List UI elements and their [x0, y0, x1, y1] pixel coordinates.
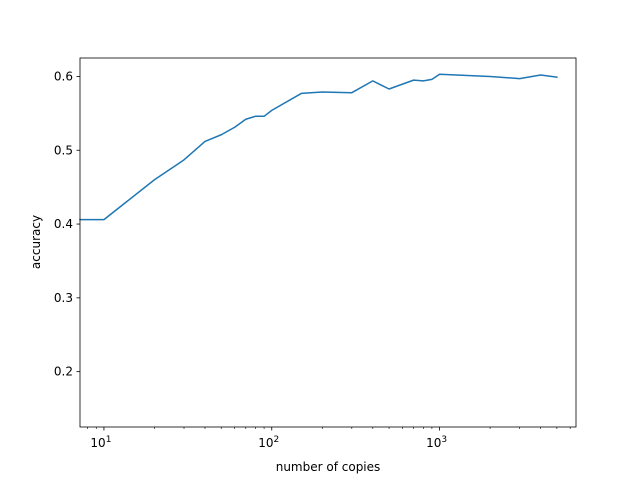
x-axis-label: number of copies — [276, 460, 381, 474]
y-tick-label: 0.5 — [54, 143, 73, 157]
x-tick-label: 102 — [258, 435, 279, 450]
x-axis-ticks: 101 102 103 — [90, 427, 447, 450]
series-layer — [79, 73, 558, 221]
y-tick-label: 0.2 — [54, 365, 73, 379]
x-tick-label: 103 — [426, 435, 447, 450]
plot-background — [80, 58, 576, 427]
y-axis-ticks: 0.2 0.3 0.4 0.5 0.6 — [54, 69, 80, 379]
x-tick-label: 101 — [90, 435, 111, 450]
plot-frame — [79, 57, 577, 428]
y-tick-label: 0.6 — [54, 69, 73, 83]
accuracy-series-line — [79, 73, 558, 221]
y-tick-label: 0.4 — [54, 217, 73, 231]
y-tick-label: 0.3 — [54, 291, 73, 305]
y-axis-label: accuracy — [29, 215, 43, 269]
